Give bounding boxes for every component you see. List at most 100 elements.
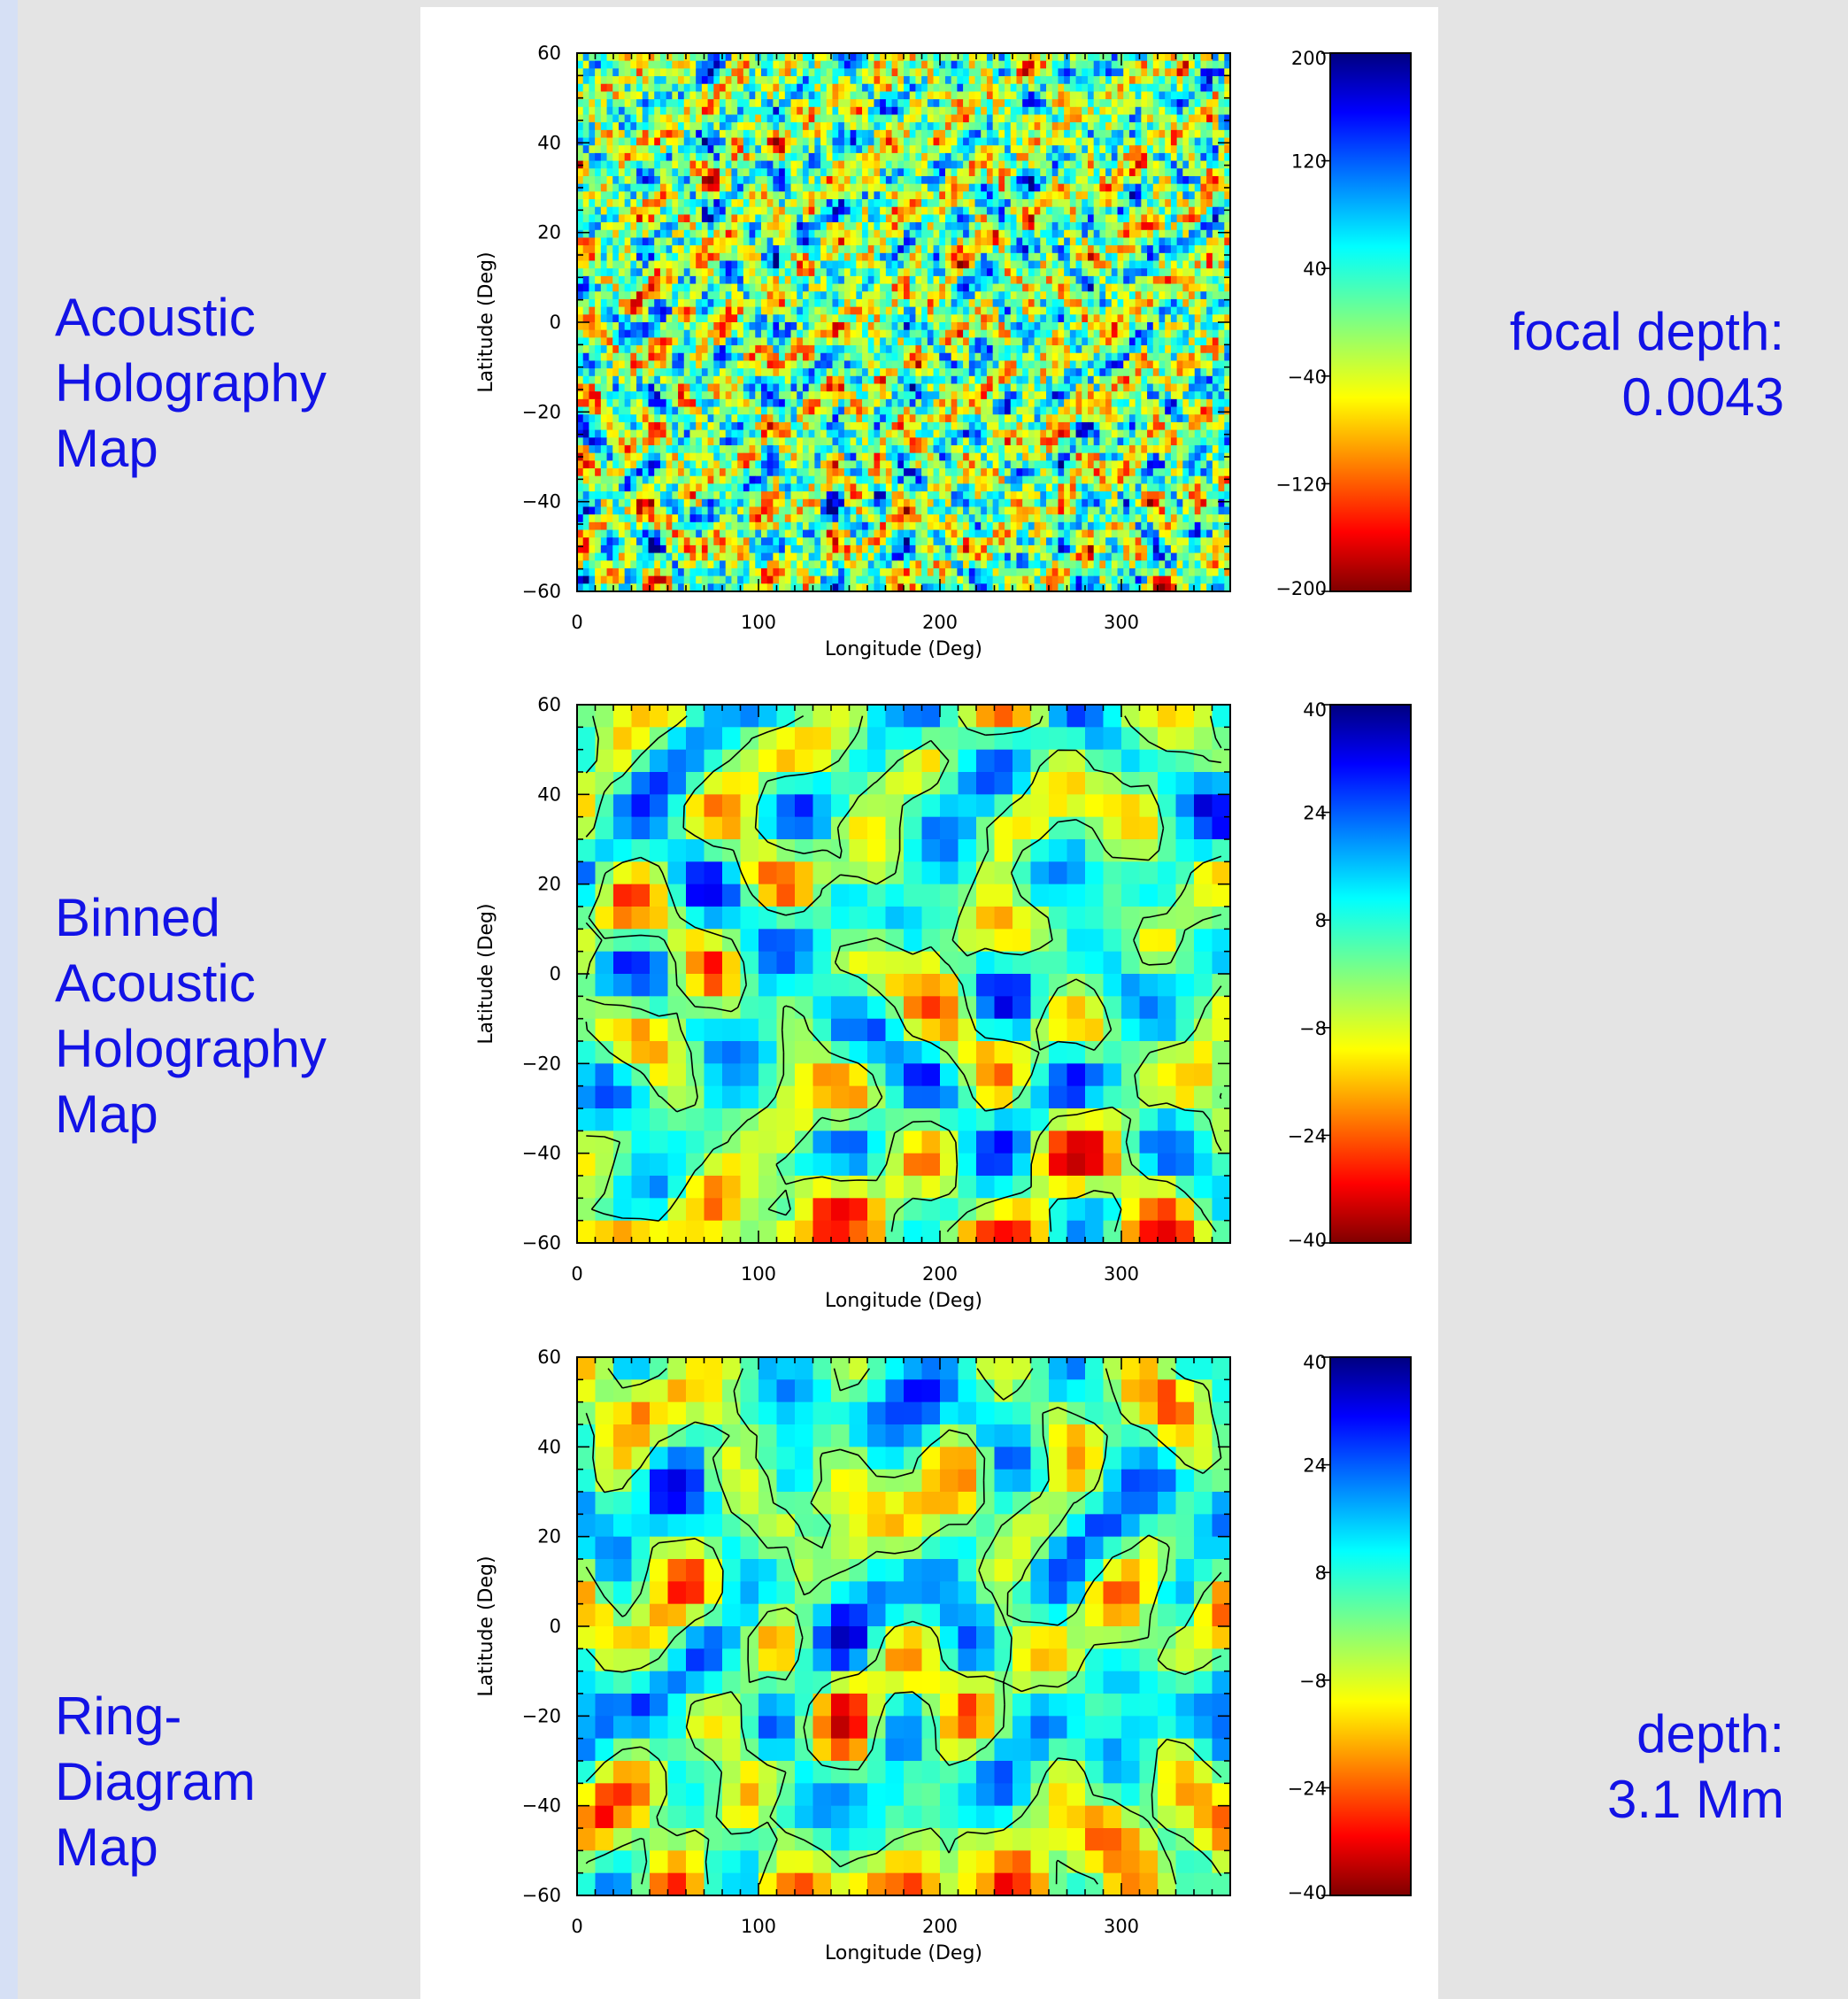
heatmap-cell xyxy=(660,245,666,253)
heatmap-cell xyxy=(1046,68,1052,76)
heatmap-cell xyxy=(773,61,779,69)
heatmap-cell xyxy=(1082,222,1088,230)
heatmap-cell xyxy=(1177,253,1183,261)
heatmap-cell xyxy=(636,153,643,161)
heatmap-cell xyxy=(702,360,708,368)
heatmap-cell xyxy=(737,99,743,107)
heatmap-cell xyxy=(1177,307,1183,315)
heatmap-cell xyxy=(750,330,756,338)
heatmap-cell xyxy=(910,207,916,215)
heatmap-cell xyxy=(1159,138,1165,146)
heatmap-cell xyxy=(1171,230,1177,238)
heatmap-cell xyxy=(915,145,921,153)
heatmap-cell xyxy=(726,68,732,76)
heatmap-cell xyxy=(702,391,708,399)
heatmap-cell xyxy=(731,53,737,61)
heatmap-cell xyxy=(1189,176,1195,184)
heatmap-cell xyxy=(1195,161,1201,169)
heatmap-cell xyxy=(934,368,940,376)
heatmap-cell xyxy=(595,176,601,184)
heatmap-cell xyxy=(862,245,868,253)
heatmap-cell xyxy=(981,130,987,138)
heatmap-cell xyxy=(934,222,940,230)
heatmap-cell xyxy=(1076,84,1082,92)
heatmap-cell xyxy=(868,383,874,391)
heatmap-cell xyxy=(1058,176,1064,184)
heatmap-cell xyxy=(1189,199,1195,207)
heatmap-cell xyxy=(601,330,607,338)
heatmap-cell xyxy=(678,360,684,368)
heatmap-cell xyxy=(1213,376,1219,384)
heatmap-cell xyxy=(761,237,767,245)
heatmap-cell xyxy=(1206,237,1213,245)
heatmap-cell xyxy=(595,191,601,199)
heatmap-cell xyxy=(1123,68,1129,76)
heatmap-cell xyxy=(1064,130,1070,138)
heatmap-cell xyxy=(998,268,1005,276)
heatmap-cell xyxy=(1076,330,1082,338)
heatmap-cell xyxy=(612,91,619,99)
heatmap-cell xyxy=(803,253,809,261)
heatmap-cell xyxy=(939,307,945,315)
heatmap-cell xyxy=(773,168,779,176)
heatmap-cell xyxy=(1219,391,1225,399)
heatmap-cell xyxy=(1141,53,1147,61)
heatmap-cell xyxy=(791,237,797,245)
heatmap-cell xyxy=(856,291,862,299)
heatmap-cell xyxy=(678,307,684,315)
heatmap-cell xyxy=(892,91,898,99)
heatmap-cell xyxy=(993,291,999,299)
heatmap-cell xyxy=(612,284,619,292)
heatmap-cell xyxy=(921,376,928,384)
heatmap-cell xyxy=(957,184,963,192)
heatmap-cell xyxy=(1182,68,1189,76)
heatmap-cell xyxy=(1189,184,1195,192)
heatmap-cell xyxy=(726,345,732,353)
heatmap-cell xyxy=(773,99,779,107)
heatmap-cell xyxy=(678,114,684,122)
heatmap-cell xyxy=(577,153,583,161)
heatmap-cell xyxy=(1099,176,1105,184)
heatmap-cell xyxy=(672,291,678,299)
heatmap-cell xyxy=(963,383,969,391)
heatmap-cell xyxy=(915,284,921,292)
heatmap-cell xyxy=(743,337,750,345)
heatmap-cell xyxy=(1099,368,1105,376)
heatmap-cell xyxy=(607,291,613,299)
heatmap-cell xyxy=(892,276,898,284)
heatmap-cell xyxy=(1195,237,1201,245)
heatmap-cell xyxy=(951,383,958,391)
heatmap-cell xyxy=(886,184,892,192)
heatmap-cell xyxy=(1099,145,1105,153)
heatmap-cell xyxy=(987,107,993,115)
heatmap-cell xyxy=(1105,253,1112,261)
heatmap-cell xyxy=(1206,345,1213,353)
heatmap-cell xyxy=(583,61,589,69)
heatmap-cell xyxy=(761,353,767,361)
heatmap-cell xyxy=(1213,145,1219,153)
heatmap-cell xyxy=(767,138,774,146)
heatmap-cell xyxy=(713,122,720,130)
heatmap-cell xyxy=(874,122,880,130)
heatmap-cell xyxy=(636,53,643,61)
heatmap-cell xyxy=(619,161,625,169)
heatmap-cell xyxy=(720,330,726,338)
heatmap-cell xyxy=(969,161,975,169)
heatmap-cell xyxy=(1153,360,1159,368)
heatmap-cell xyxy=(1082,61,1088,69)
heatmap-cell xyxy=(851,391,857,399)
heatmap-cell xyxy=(678,91,684,99)
heatmap-cell xyxy=(803,268,809,276)
heatmap-cell xyxy=(731,191,737,199)
heatmap-cell xyxy=(1195,314,1201,322)
heatmap-cell xyxy=(1058,122,1064,130)
heatmap-cell xyxy=(666,68,673,76)
heatmap-cell xyxy=(1141,184,1147,192)
heatmap-cell xyxy=(1195,391,1201,399)
heatmap-cell xyxy=(791,76,797,84)
heatmap-cell xyxy=(827,360,833,368)
heatmap-cell xyxy=(832,245,838,253)
heatmap-cell xyxy=(1040,176,1046,184)
heatmap-cell xyxy=(791,207,797,215)
heatmap-cell xyxy=(660,268,666,276)
